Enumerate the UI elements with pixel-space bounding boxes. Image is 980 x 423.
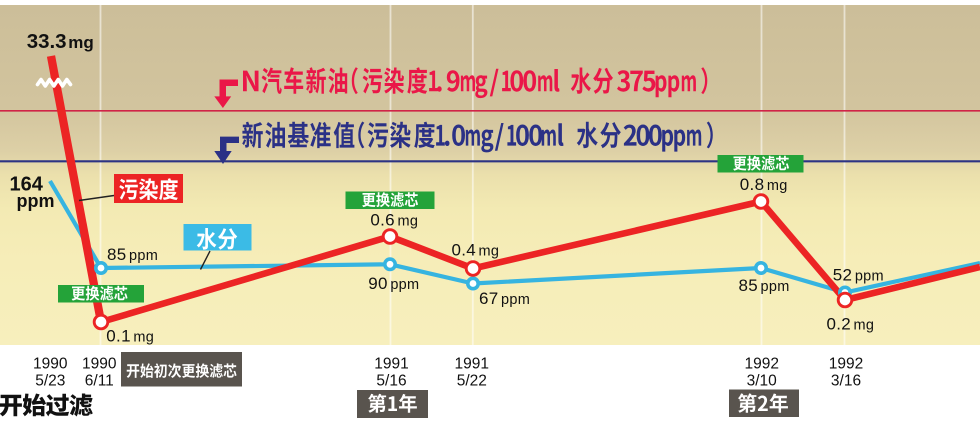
svg-text:ppm: ppm: [17, 191, 55, 211]
svg-text:3/16: 3/16: [831, 373, 861, 390]
svg-text:0.6mg: 0.6 mg: [370, 211, 418, 230]
svg-text:0.4mg: 0.4 mg: [452, 240, 500, 259]
svg-text:0.2mg: 0.2 mg: [827, 315, 875, 334]
svg-text:5/23: 5/23: [35, 373, 65, 390]
svg-text:164: 164: [10, 174, 44, 196]
svg-text:1991: 1991: [374, 356, 408, 373]
svg-text:0.8mg: 0.8 mg: [740, 175, 788, 194]
svg-text:3/10: 3/10: [747, 373, 778, 390]
svg-text:1992: 1992: [829, 356, 863, 373]
svg-text:0.1mg: 0.1 mg: [106, 326, 154, 345]
svg-text:5/16: 5/16: [376, 373, 406, 390]
svg-text:mg: mg: [68, 33, 94, 52]
svg-text:1991: 1991: [455, 356, 489, 373]
svg-text:1990: 1990: [82, 356, 117, 373]
svg-text:5/22: 5/22: [457, 373, 487, 390]
svg-text:33.3: 33.3: [27, 30, 67, 53]
svg-text:6/11: 6/11: [85, 373, 114, 390]
svg-text:1990: 1990: [33, 356, 68, 373]
svg-text:1992: 1992: [744, 356, 778, 373]
